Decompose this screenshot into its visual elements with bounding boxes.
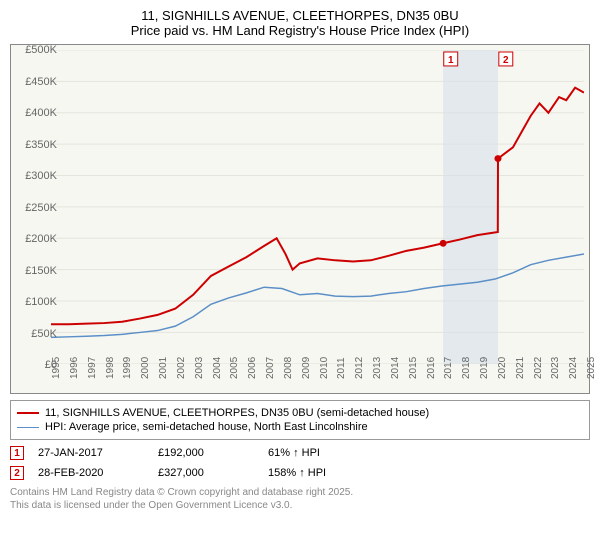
y-tick-label: £0 — [45, 359, 57, 371]
x-tick-label: 2018 — [461, 357, 472, 379]
y-tick-label: £250K — [25, 202, 57, 214]
x-tick-label: 2017 — [443, 357, 454, 379]
x-tick-label: 2023 — [550, 357, 561, 379]
sale-price: £327,000 — [158, 467, 268, 479]
y-tick-label: £50K — [31, 328, 57, 340]
y-tick-label: £450K — [25, 76, 57, 88]
y-tick-label: £100K — [25, 296, 57, 308]
x-tick-label: 2025 — [586, 357, 597, 379]
x-tick-label: 2012 — [354, 357, 365, 379]
x-tick-label: 2007 — [265, 357, 276, 379]
x-tick-label: 2020 — [497, 357, 508, 379]
legend-label: HPI: Average price, semi-detached house,… — [45, 421, 368, 433]
house-price-chart: 11, SIGNHILLS AVENUE, CLEETHORPES, DN35 … — [0, 0, 600, 560]
y-tick-label: £300K — [25, 170, 57, 182]
legend-row: HPI: Average price, semi-detached house,… — [17, 421, 583, 433]
plot-svg: 12 — [51, 50, 584, 364]
series-price-paid — [51, 88, 584, 325]
sale-hpi: 158% ↑ HPI — [268, 467, 388, 479]
sales-table: 1 27-JAN-2017£192,00061% ↑ HPI 2 28-FEB-202… — [10, 446, 590, 480]
x-tick-label: 2024 — [568, 357, 579, 379]
x-tick-label: 1998 — [105, 357, 116, 379]
y-tick-label: £150K — [25, 265, 57, 277]
x-tick-label: 2011 — [336, 357, 347, 379]
x-tick-label: 2022 — [533, 357, 544, 379]
legend-swatch — [17, 412, 39, 414]
x-tick-label: 2003 — [194, 357, 205, 379]
title-subtitle: Price paid vs. HM Land Registry's House … — [10, 23, 590, 38]
sale-row-marker: 2 — [10, 466, 24, 480]
x-tick-label: 1997 — [87, 357, 98, 379]
x-tick-label: 2013 — [372, 357, 383, 379]
legend-label: 11, SIGNHILLS AVENUE, CLEETHORPES, DN35 … — [45, 407, 429, 419]
x-tick-label: 2019 — [479, 357, 490, 379]
x-tick-label: 2021 — [515, 357, 526, 379]
series-hpi — [51, 254, 584, 337]
x-tick-label: 2002 — [176, 357, 187, 379]
sale-price: £192,000 — [158, 447, 268, 459]
sale-dot — [494, 155, 501, 162]
x-tick-label: 2016 — [426, 357, 437, 379]
legend-swatch — [17, 427, 39, 428]
x-tick-label: 2014 — [390, 357, 401, 379]
sale-date: 28-FEB-2020 — [38, 467, 158, 479]
y-tick-label: £200K — [25, 233, 57, 245]
legend-row: 11, SIGNHILLS AVENUE, CLEETHORPES, DN35 … — [17, 407, 583, 419]
y-axis-labels: £0 £50K £100K £150K £200K £250K £300K £350K £400… — [13, 45, 57, 393]
sale-date: 27-JAN-2017 — [38, 447, 158, 459]
sale-row-marker: 1 — [10, 446, 24, 460]
x-tick-label: 2015 — [408, 357, 419, 379]
legend: 11, SIGNHILLS AVENUE, CLEETHORPES, DN35 … — [10, 400, 590, 440]
title-address: 11, SIGNHILLS AVENUE, CLEETHORPES, DN35 … — [10, 8, 590, 23]
sale-hpi: 61% ↑ HPI — [268, 447, 388, 459]
footer-line2: This data is licensed under the Open Gov… — [10, 499, 590, 512]
sale-dot — [440, 240, 447, 247]
plot-area: £0 £50K £100K £150K £200K £250K £300K £350K £400… — [10, 44, 590, 394]
sale-marker-1-label: 1 — [448, 55, 454, 66]
x-tick-label: 2001 — [158, 357, 169, 379]
x-tick-label: 2006 — [247, 357, 258, 379]
y-tick-label: £500K — [25, 44, 57, 56]
chart-title: 11, SIGNHILLS AVENUE, CLEETHORPES, DN35 … — [10, 8, 590, 38]
x-tick-label: 2000 — [140, 357, 151, 379]
x-tick-label: 1996 — [69, 357, 80, 379]
sale-marker-2-label: 2 — [503, 55, 509, 66]
x-axis-labels: 1995199619971998199920002001200220032004… — [51, 361, 584, 391]
x-tick-label: 2005 — [229, 357, 240, 379]
y-tick-label: £350K — [25, 139, 57, 151]
y-tick-label: £400K — [25, 107, 57, 119]
x-tick-label: 2009 — [301, 357, 312, 379]
x-tick-label: 1999 — [122, 357, 133, 379]
x-tick-label: 2004 — [212, 357, 223, 379]
footer-attribution: Contains HM Land Registry data © Crown c… — [10, 486, 590, 512]
footer-line1: Contains HM Land Registry data © Crown c… — [10, 486, 590, 499]
x-tick-label: 2010 — [319, 357, 330, 379]
x-tick-label: 2008 — [283, 357, 294, 379]
